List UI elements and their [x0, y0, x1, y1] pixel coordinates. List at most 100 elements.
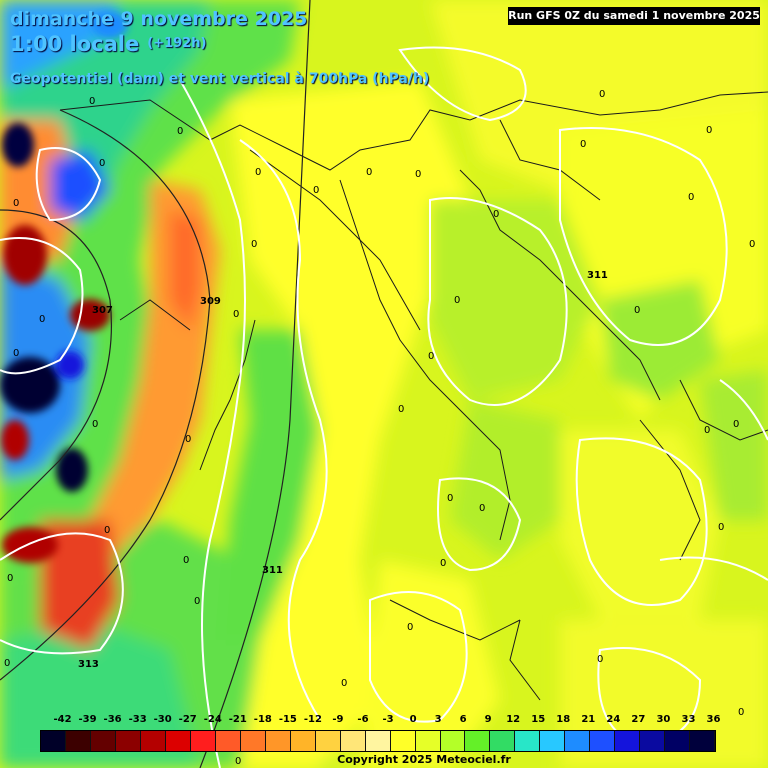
legend-tick: -39 [78, 714, 97, 725]
contour-label: 0 [89, 96, 95, 107]
forecast-time: 1:00 locale (+192h) [10, 32, 206, 56]
legend-tick: 27 [631, 714, 646, 725]
contour-label: 0 [493, 209, 499, 220]
contour-label: 0 [92, 419, 98, 430]
contour-label: 0 [479, 503, 485, 514]
contour-label: 0 [749, 239, 755, 250]
legend-swatch [115, 731, 141, 751]
contour-label: 0 [704, 425, 710, 436]
contour-label: 0 [634, 305, 640, 316]
contour-label: 0 [407, 622, 413, 633]
isoline-label: 307 [92, 305, 113, 316]
legend-swatch [90, 731, 116, 751]
contour-label: 0 [688, 192, 694, 203]
contour-label: 0 [428, 351, 434, 362]
legend-tick: -33 [128, 714, 147, 725]
legend-tick: 24 [606, 714, 621, 725]
legend-tick: 18 [556, 714, 571, 725]
legend-swatch [540, 731, 566, 751]
contour-label: 0 [235, 756, 241, 767]
contour-label: 0 [738, 707, 744, 718]
contour-label: 0 [454, 295, 460, 306]
legend-tick: 33 [681, 714, 696, 725]
legend-swatch [41, 731, 66, 751]
legend-tick: 9 [484, 714, 492, 725]
legend-tick: 30 [656, 714, 671, 725]
contour-label: 0 [580, 139, 586, 150]
contour-label: 0 [13, 348, 19, 359]
isoline-label: 313 [78, 659, 99, 670]
contour-label: 0 [440, 558, 446, 569]
legend-tick: 15 [531, 714, 546, 725]
contour-label: 0 [39, 314, 45, 325]
zero-labels: 0 0 0 0 0 0 0 0 0 0 0 0 0 0 0 0 0 0 0 0 … [4, 89, 755, 767]
contour-label: 0 [718, 522, 724, 533]
legend-swatch [365, 731, 391, 751]
legend-swatch [440, 731, 466, 751]
contour-label: 0 [4, 658, 10, 669]
isoline-label: 311 [587, 270, 608, 281]
colour-legend: -42 -39 -36 -33 -30 -27 -24 -21 -18 -15 -12 -9 -6 -3 0… [40, 714, 720, 754]
legend-swatch [65, 731, 91, 751]
run-info-box: Run GFS 0Z du samedi 1 novembre 2025 [508, 7, 760, 25]
contour-label: 0 [733, 419, 739, 430]
legend-swatch [390, 731, 416, 751]
zero-isolines [0, 46, 768, 768]
legend-tick: 0 [409, 714, 417, 725]
geopotential-isolines [0, 0, 311, 768]
contour-label: 0 [341, 678, 347, 689]
legend-tick: -21 [228, 714, 247, 725]
legend-swatches [40, 730, 716, 752]
legend-swatch [290, 731, 316, 751]
contour-label: 0 [597, 654, 603, 665]
legend-swatch [690, 731, 716, 751]
legend-swatch [315, 731, 341, 751]
contour-label: 0 [13, 198, 19, 209]
legend-swatch [190, 731, 216, 751]
legend-tick: -27 [178, 714, 197, 725]
contour-label: 0 [398, 404, 404, 415]
legend-swatch [415, 731, 441, 751]
legend-swatch [615, 731, 641, 751]
legend-swatch [215, 731, 241, 751]
legend-tick: -24 [203, 714, 222, 725]
field-description: Geopotentiel (dam) et vent vertical à 70… [10, 71, 430, 87]
coastlines [59, 91, 768, 701]
legend-swatch [240, 731, 266, 751]
legend-tick: -18 [253, 714, 272, 725]
contour-label: 0 [313, 185, 319, 196]
contour-label: 0 [177, 126, 183, 137]
intense-cores [0, 11, 128, 563]
legend-swatch [640, 731, 666, 751]
geopotential-labels: 307 309 311 311 313 [78, 270, 608, 670]
contour-label: 0 [233, 309, 239, 320]
legend-swatch [665, 731, 691, 751]
contour-label: 0 [255, 167, 261, 178]
contour-label: 0 [599, 89, 605, 100]
legend-tick: 36 [706, 714, 721, 725]
legend-tick: 6 [459, 714, 467, 725]
legend-tick: -30 [153, 714, 172, 725]
legend-swatch [165, 731, 191, 751]
contour-label: 0 [183, 555, 189, 566]
legend-swatch [140, 731, 166, 751]
lead-time: (+192h) [147, 36, 207, 51]
legend-tick: -42 [53, 714, 72, 725]
legend-tick: -12 [303, 714, 322, 725]
contour-label: 0 [366, 167, 372, 178]
contour-label: 0 [415, 169, 421, 180]
contour-label: 0 [99, 158, 105, 169]
legend-swatch [265, 731, 291, 751]
legend-swatch [515, 731, 541, 751]
legend-swatch [590, 731, 616, 751]
isoline-label: 311 [262, 565, 283, 576]
legend-tick: 12 [506, 714, 521, 725]
contour-label: 0 [104, 525, 110, 536]
forecast-time-value: 1:00 locale [10, 32, 140, 56]
legend-tick: 21 [581, 714, 596, 725]
copyright-text: Copyright 2025 Meteociel.fr [337, 753, 511, 766]
contour-label: 0 [194, 596, 200, 607]
